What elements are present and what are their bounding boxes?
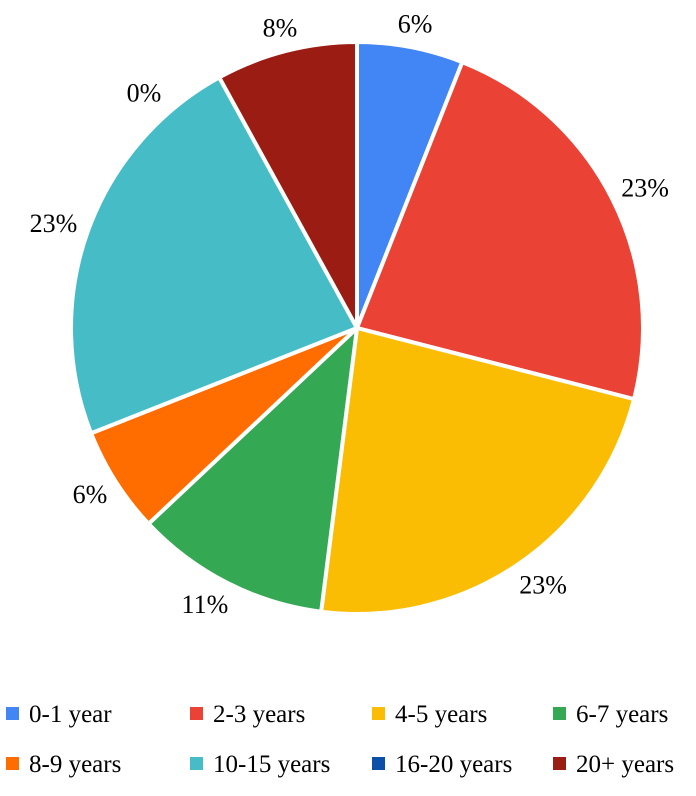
- legend-label-4-5-years: 4-5 years: [395, 701, 487, 728]
- legend-swatch-0-1-year: [6, 707, 19, 720]
- legend-swatch-6-7-years: [553, 707, 566, 720]
- legend-swatch-2-3-years: [190, 707, 203, 720]
- slice-10-15-years: [69, 75, 359, 436]
- data-label-4-5-years: 23%: [519, 570, 567, 599]
- data-label-6-7-years: 11%: [182, 590, 229, 619]
- legend-swatch-16-20-years: [372, 757, 385, 770]
- data-label-16-20-years: 0%: [127, 78, 162, 107]
- legend-swatch-8-9-years: [6, 757, 19, 770]
- data-label-20-years: 8%: [263, 14, 298, 43]
- slice-6-7-years: [146, 326, 359, 614]
- legend-label-0-1-year: 0-1 year: [29, 701, 112, 728]
- legend-label-16-20-years: 16-20 years: [395, 751, 512, 778]
- legend-label-8-9-years: 8-9 years: [29, 751, 121, 778]
- legend: 0-1 year 2-3 years 4-5 years 6-7 years 8-9 y…: [6, 701, 674, 778]
- data-label-10-15-years: 23%: [30, 209, 78, 238]
- legend-swatch-4-5-years: [372, 707, 385, 720]
- slice-4-5-years: [319, 326, 637, 616]
- legend-label-6-7-years: 6-7 years: [576, 701, 668, 728]
- slice-20-years: [217, 40, 359, 330]
- legend-swatch-10-15-years: [190, 757, 203, 770]
- legend-swatch-20-years: [553, 757, 566, 770]
- legend-label-20-years: 20+ years: [576, 751, 674, 778]
- legend-label-2-3-years: 2-3 years: [213, 701, 305, 728]
- pie-slices: [69, 40, 645, 616]
- data-label-0-1-year: 6%: [398, 9, 433, 38]
- legend-label-10-15-years: 10-15 years: [213, 751, 330, 778]
- data-labels: 6% 23% 23% 11% 6% 23% 0% 8%: [30, 9, 669, 619]
- data-label-8-9-years: 6%: [73, 480, 108, 509]
- slice-2-3-years: [355, 60, 645, 402]
- data-label-2-3-years: 23%: [621, 173, 669, 202]
